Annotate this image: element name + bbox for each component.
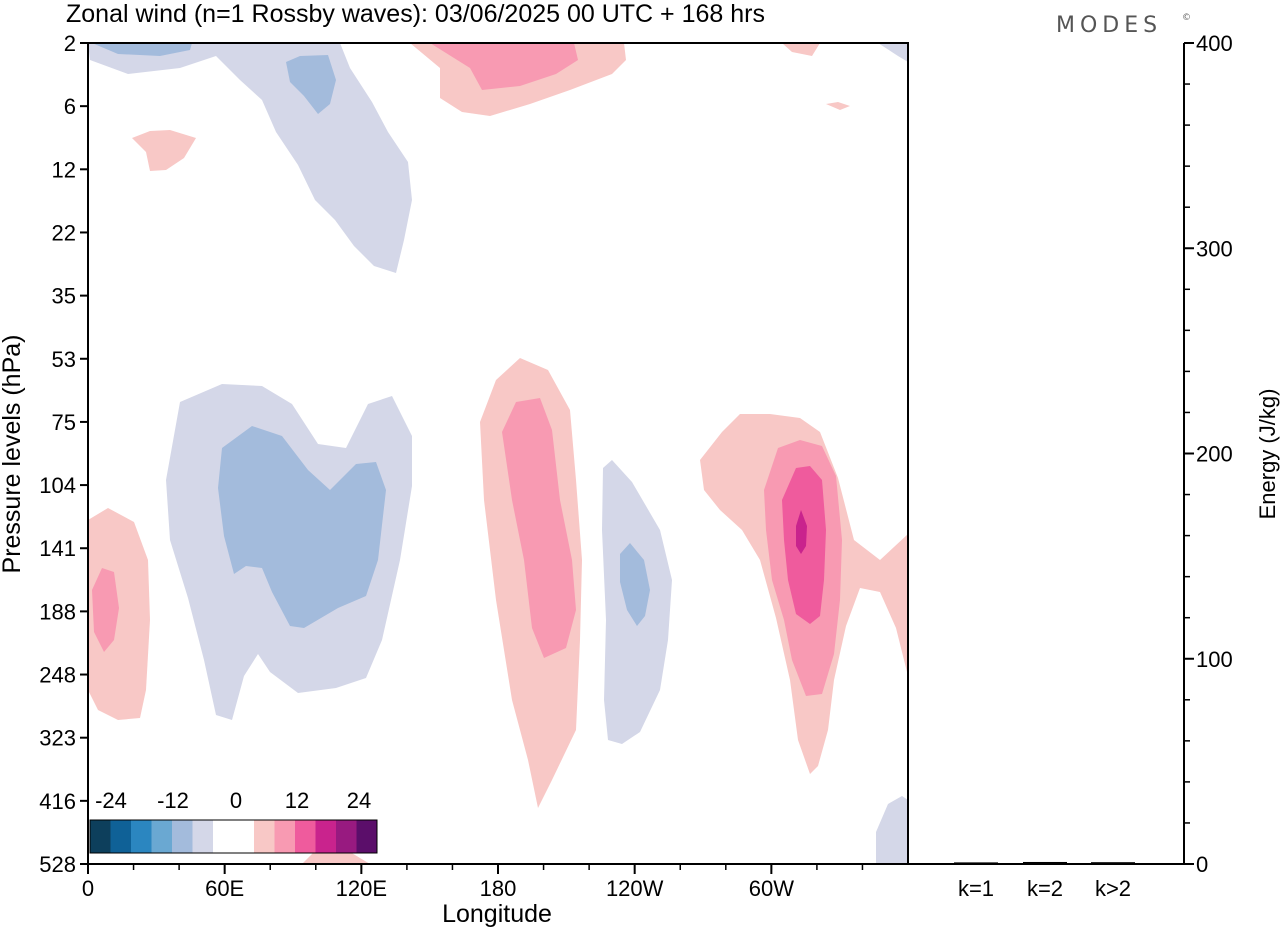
svg-text:MODES: MODES [1056, 13, 1162, 38]
energy-panel: 0 100 200 300 400 k=1 k=2 k>2 [908, 31, 1233, 901]
colorbar-swatch [336, 820, 357, 853]
pos-contour-center-inner [502, 398, 576, 658]
y-axis: 2 6 12 22 35 53 75 104 141 188 248 323 416 528 [39, 31, 88, 877]
x-axis-title: Longitude [442, 900, 552, 928]
colorbar-legend: -24 -12 0 12 24 [89, 788, 378, 854]
neg-contour-bottom-right [876, 796, 908, 864]
energy-bar [1023, 861, 1067, 864]
pos-contour-top-inner [430, 43, 578, 90]
y-tick-label: 141 [39, 536, 76, 561]
energy-tick-label: 100 [1196, 647, 1233, 672]
energy-tick-label: 0 [1196, 852, 1208, 877]
energy-axis-title: Energy (J/kg) [1255, 389, 1280, 520]
y-tick-label: 6 [64, 94, 76, 119]
x-tick-label: 120W [606, 876, 664, 901]
energy-tick-label: 300 [1196, 236, 1233, 261]
pos-contour-left-inner [92, 568, 119, 652]
colorbar-frame [89, 819, 378, 854]
neg-contour-upper [88, 43, 412, 273]
neg-contour-upper-inner-1 [92, 43, 192, 56]
y-tick-label: 104 [39, 473, 76, 498]
energy-category-label: k>2 [1095, 876, 1131, 901]
colorbar-swatch [356, 820, 377, 853]
neg-contour-upper-inner-2 [286, 55, 336, 114]
y-tick-label: 35 [52, 284, 76, 309]
colorbar-swatch [172, 820, 193, 853]
y-tick-label: 22 [52, 220, 76, 245]
y-tick-label: 416 [39, 789, 76, 814]
y-tick-label: 12 [52, 157, 76, 182]
colorbar-swatch [151, 820, 172, 853]
colorbar-label: 12 [285, 788, 309, 813]
colorbar-label: -12 [157, 788, 189, 813]
x-tick-label: 60W [749, 876, 794, 901]
contour-field [88, 43, 908, 864]
colorbar-swatch [110, 820, 131, 853]
y-tick-label: 528 [39, 852, 76, 877]
x-tick-label: 60E [205, 876, 244, 901]
pos-contour-right-inner-3 [796, 510, 807, 554]
neg-contour-upper-right [878, 43, 908, 62]
y-tick-label: 75 [52, 410, 76, 435]
energy-category-label: k=2 [1027, 876, 1063, 901]
energy-tick-label: 200 [1196, 442, 1233, 467]
x-tick-label: 180 [480, 876, 517, 901]
pos-contour-small-2 [132, 130, 196, 171]
y-tick-label: 2 [64, 31, 76, 56]
x-tick-label: 120E [336, 876, 387, 901]
pos-contour-top-right [782, 43, 820, 56]
colorbar-swatch [192, 820, 213, 853]
y-tick-label: 188 [39, 599, 76, 624]
colorbar-swatch [213, 820, 234, 853]
colorbar-swatch [233, 820, 254, 853]
pos-contour-left [88, 508, 150, 720]
y-axis-title: Pressure levels (hPa) [0, 335, 26, 574]
colorbar-label: -24 [95, 788, 127, 813]
colorbar-label: 0 [230, 788, 242, 813]
y-tick-label: 323 [39, 726, 76, 751]
energy-category-label: k=1 [958, 876, 994, 901]
modes-logo: MODES © [1056, 13, 1196, 38]
neg-contour-lower-2-inner [620, 543, 650, 626]
energy-bar [954, 862, 998, 864]
colorbar-swatch [90, 820, 111, 853]
pos-contour-small-1 [826, 102, 850, 110]
pos-contour-bottom [302, 852, 370, 864]
neg-contour-lower-1-inner [218, 426, 386, 628]
energy-bar [1091, 862, 1135, 864]
colorbar-swatch [295, 820, 316, 853]
y-tick-label: 248 [39, 663, 76, 688]
chart-title: Zonal wind (n=1 Rossby waves): 03/06/202… [66, 0, 765, 28]
colorbar-swatch [131, 820, 152, 853]
colorbar-swatch [315, 820, 336, 853]
colorbar-label: 24 [347, 788, 371, 813]
svg-text:©: © [1182, 13, 1196, 23]
colorbar-swatch [254, 820, 275, 853]
colorbar-swatch [274, 820, 295, 853]
energy-tick-label: 400 [1196, 31, 1233, 56]
x-axis: 0 60E 120E 180 120W 60W [82, 864, 864, 901]
x-tick-label: 0 [82, 876, 94, 901]
y-tick-label: 53 [52, 347, 76, 372]
